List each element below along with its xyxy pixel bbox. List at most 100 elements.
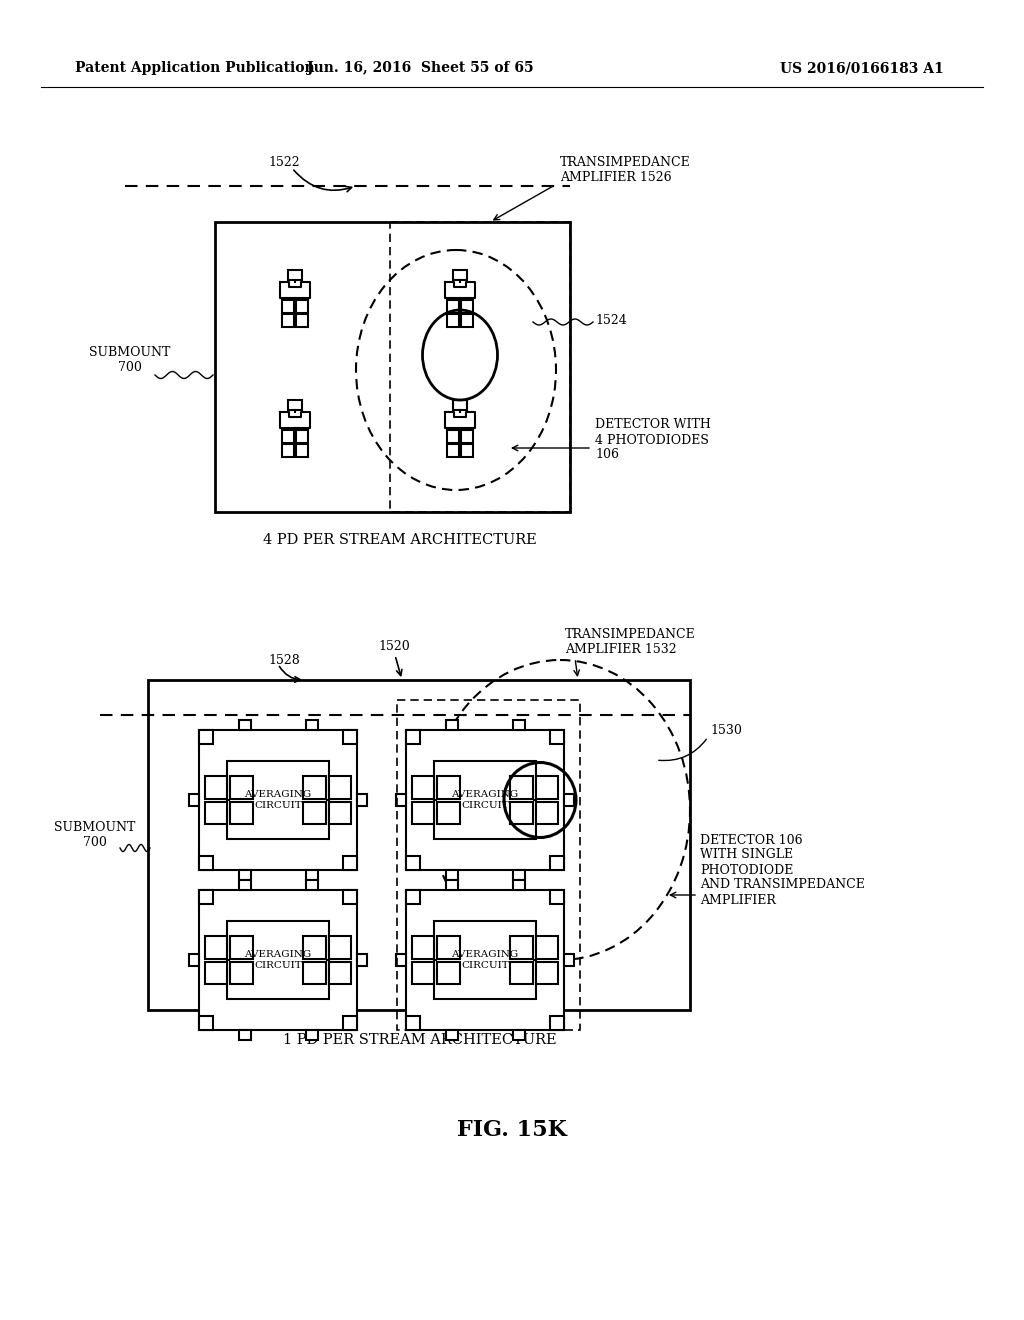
Bar (189, 954, 199, 966)
Bar (510, 776, 532, 799)
Bar (343, 855, 357, 870)
Bar (512, 880, 524, 890)
Bar (510, 961, 532, 983)
Bar (437, 801, 460, 824)
Bar (296, 430, 308, 442)
Bar (550, 890, 564, 904)
Bar (206, 801, 227, 824)
Bar (303, 936, 326, 958)
Bar (396, 795, 406, 807)
Bar (206, 776, 227, 799)
Bar (357, 795, 367, 807)
Bar (230, 936, 253, 958)
Text: AVERAGING
CIRCUIT: AVERAGING CIRCUIT (452, 950, 518, 970)
Bar (406, 730, 420, 744)
Bar (227, 760, 329, 840)
Bar (406, 730, 564, 870)
Bar (305, 870, 317, 880)
Bar (445, 1030, 458, 1040)
Bar (239, 1030, 251, 1040)
Bar (564, 954, 574, 966)
Bar (461, 314, 473, 327)
Bar (199, 730, 213, 744)
Bar (329, 801, 350, 824)
Bar (434, 760, 536, 840)
Bar (227, 921, 329, 999)
Text: DETECTOR 106
WITH SINGLE
PHOTODIODE
AND TRANSIMPEDANCE
AMPLIFIER: DETECTOR 106 WITH SINGLE PHOTODIODE AND … (700, 833, 865, 907)
Bar (199, 890, 357, 1030)
Text: 1520: 1520 (378, 640, 410, 653)
Bar (390, 222, 570, 512)
Text: SUBMOUNT
700: SUBMOUNT 700 (89, 346, 171, 374)
Bar (406, 1016, 420, 1030)
Bar (199, 730, 357, 870)
Bar (510, 936, 532, 958)
Bar (437, 936, 460, 958)
Bar (550, 730, 564, 744)
Bar (357, 954, 367, 966)
Bar (296, 445, 308, 457)
Bar (406, 890, 564, 1030)
Bar (454, 269, 467, 280)
Bar (536, 936, 558, 958)
Bar (215, 222, 570, 512)
Bar (303, 776, 326, 799)
Bar (239, 880, 251, 890)
Bar (512, 870, 524, 880)
Text: AVERAGING
CIRCUIT: AVERAGING CIRCUIT (245, 791, 311, 809)
Bar (189, 795, 199, 807)
Bar (206, 961, 227, 983)
Bar (343, 730, 357, 744)
Bar (305, 1030, 317, 1040)
Bar (446, 314, 459, 327)
Bar (148, 680, 690, 1010)
Bar (199, 855, 213, 870)
Text: TRANSIMPEDANCE
AMPLIFIER 1532: TRANSIMPEDANCE AMPLIFIER 1532 (565, 628, 695, 656)
Bar (461, 300, 473, 313)
Bar (329, 776, 350, 799)
Bar (406, 855, 420, 870)
Bar (329, 961, 350, 983)
Bar (305, 719, 317, 730)
Bar (406, 890, 420, 904)
Bar (445, 719, 458, 730)
Text: 1524: 1524 (595, 314, 627, 326)
Bar (206, 936, 227, 958)
Text: US 2016/0166183 A1: US 2016/0166183 A1 (780, 61, 944, 75)
Bar (437, 961, 460, 983)
Bar (329, 936, 350, 958)
Bar (289, 269, 302, 280)
Bar (343, 890, 357, 904)
Bar (303, 801, 326, 824)
Bar (230, 801, 253, 824)
Bar (564, 795, 574, 807)
Bar (446, 430, 459, 442)
Bar (230, 961, 253, 983)
Bar (413, 801, 434, 824)
Bar (446, 300, 459, 313)
Bar (289, 400, 302, 411)
Text: FIG. 15K: FIG. 15K (457, 1119, 567, 1140)
Bar (550, 1016, 564, 1030)
Bar (305, 880, 317, 890)
Bar (282, 314, 294, 327)
Bar (282, 300, 294, 313)
Text: 1 PD PER STREAM ARCHITECTURE: 1 PD PER STREAM ARCHITECTURE (284, 1034, 557, 1047)
Text: DETECTOR WITH
4 PHOTODIODES
106: DETECTOR WITH 4 PHOTODIODES 106 (595, 418, 711, 462)
Bar (512, 719, 524, 730)
Bar (413, 776, 434, 799)
Bar (303, 961, 326, 983)
Bar (282, 445, 294, 457)
Bar (536, 776, 558, 799)
Bar (536, 801, 558, 824)
Bar (510, 801, 532, 824)
Bar (230, 776, 253, 799)
Bar (437, 776, 460, 799)
Bar (445, 880, 458, 890)
Bar (446, 445, 459, 457)
Bar (199, 890, 213, 904)
Text: AVERAGING
CIRCUIT: AVERAGING CIRCUIT (452, 791, 518, 809)
Bar (396, 954, 406, 966)
Bar (343, 1016, 357, 1030)
Text: SUBMOUNT
700: SUBMOUNT 700 (54, 821, 136, 849)
